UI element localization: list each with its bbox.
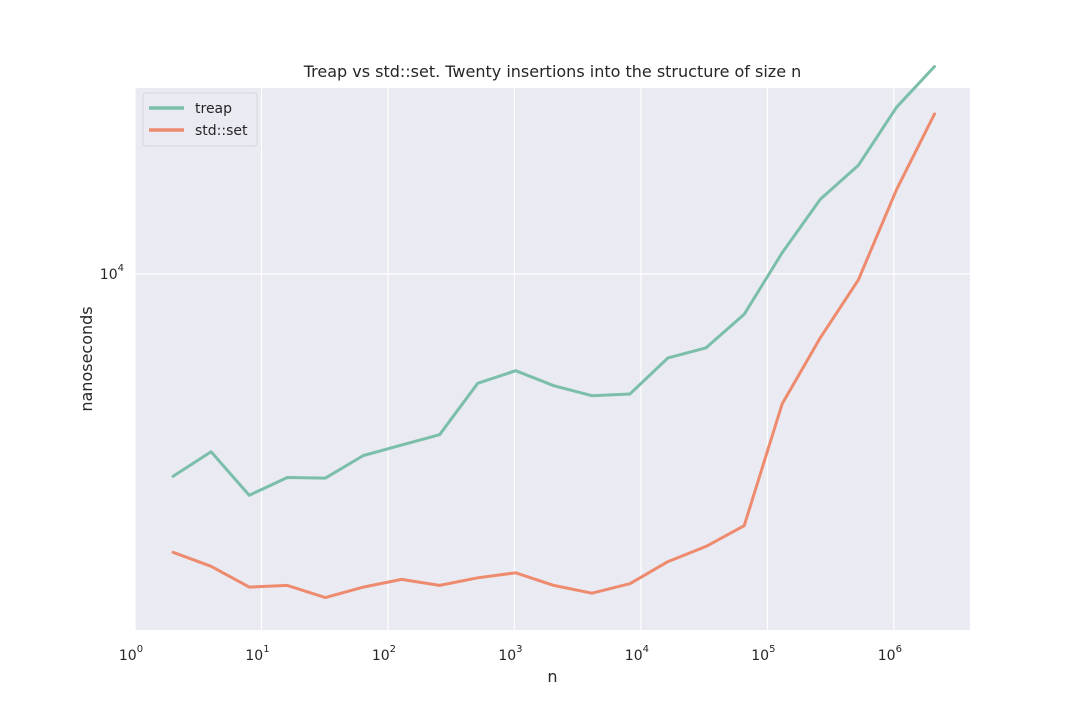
y-tick-label: 104 bbox=[100, 263, 124, 283]
chart-title: Treap vs std::set. Twenty insertions int… bbox=[303, 62, 802, 81]
series-line-std-set bbox=[171, 112, 936, 600]
grid-lines bbox=[134, 88, 970, 630]
plot-area bbox=[135, 88, 970, 630]
x-tick-labels: 100 101 102 103 104 105 106 bbox=[119, 644, 902, 664]
x-tick-label: 106 bbox=[878, 644, 902, 664]
x-tick-label: 104 bbox=[625, 644, 649, 664]
y-tick-labels: 104 bbox=[100, 263, 124, 283]
x-axis-label: n bbox=[547, 667, 557, 686]
y-axis-label: nanoseconds bbox=[77, 306, 96, 411]
x-tick-label: 100 bbox=[119, 644, 143, 664]
x-tick-label: 105 bbox=[751, 644, 775, 664]
legend-label: std::set bbox=[195, 123, 248, 139]
series-line-treap bbox=[171, 65, 936, 497]
x-tick-label: 102 bbox=[372, 644, 396, 664]
legend-label: treap bbox=[195, 101, 232, 117]
x-tick-label: 101 bbox=[245, 644, 269, 664]
x-tick-label: 103 bbox=[498, 644, 522, 664]
series-lines bbox=[171, 65, 936, 600]
